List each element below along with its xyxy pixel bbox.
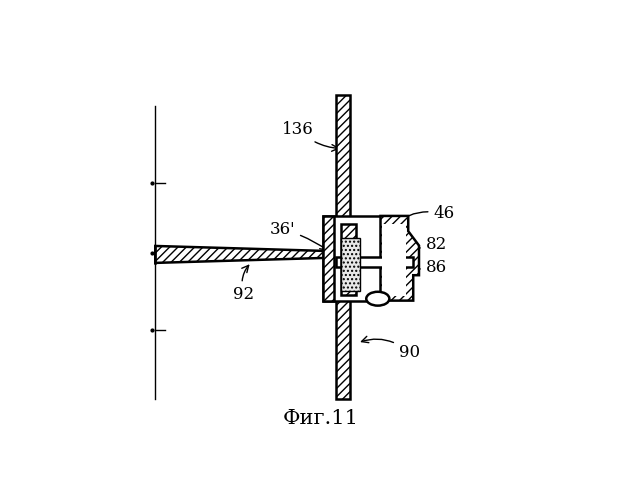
Text: 46: 46 — [393, 206, 454, 227]
Polygon shape — [155, 246, 357, 263]
Bar — [336, 94, 350, 252]
Text: Фиг.11: Фиг.11 — [283, 408, 359, 428]
Text: 82: 82 — [381, 236, 447, 258]
Text: 90: 90 — [361, 336, 420, 361]
Bar — [382, 224, 406, 296]
Text: 136: 136 — [282, 121, 339, 152]
Polygon shape — [381, 216, 419, 300]
Text: 86: 86 — [385, 260, 447, 293]
Polygon shape — [336, 257, 413, 266]
Bar — [323, 216, 382, 300]
Text: 36': 36' — [270, 221, 327, 250]
Bar — [341, 224, 356, 295]
Ellipse shape — [366, 292, 389, 306]
Bar — [336, 263, 350, 399]
Text: 92: 92 — [233, 266, 254, 304]
Bar — [341, 238, 360, 291]
Bar — [323, 216, 334, 300]
